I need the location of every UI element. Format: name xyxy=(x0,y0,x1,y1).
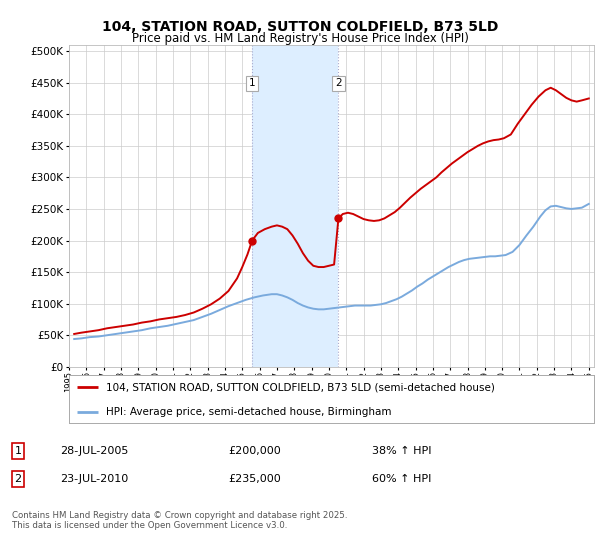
Text: 60% ↑ HPI: 60% ↑ HPI xyxy=(372,474,431,484)
Text: 104, STATION ROAD, SUTTON COLDFIELD, B73 5LD: 104, STATION ROAD, SUTTON COLDFIELD, B73… xyxy=(102,20,498,34)
Text: HPI: Average price, semi-detached house, Birmingham: HPI: Average price, semi-detached house,… xyxy=(106,407,391,417)
Text: Contains HM Land Registry data © Crown copyright and database right 2025.
This d: Contains HM Land Registry data © Crown c… xyxy=(12,511,347,530)
Text: 2: 2 xyxy=(14,474,22,484)
Text: £235,000: £235,000 xyxy=(228,474,281,484)
Bar xyxy=(252,45,338,367)
Text: 28-JUL-2005: 28-JUL-2005 xyxy=(60,446,128,456)
Text: Price paid vs. HM Land Registry's House Price Index (HPI): Price paid vs. HM Land Registry's House … xyxy=(131,32,469,45)
Text: 2: 2 xyxy=(335,78,342,88)
Text: 104, STATION ROAD, SUTTON COLDFIELD, B73 5LD (semi-detached house): 104, STATION ROAD, SUTTON COLDFIELD, B73… xyxy=(106,382,494,392)
Text: 1: 1 xyxy=(14,446,22,456)
Text: 1: 1 xyxy=(249,78,256,88)
Text: 23-JUL-2010: 23-JUL-2010 xyxy=(60,474,128,484)
Text: £200,000: £200,000 xyxy=(228,446,281,456)
Text: 38% ↑ HPI: 38% ↑ HPI xyxy=(372,446,431,456)
